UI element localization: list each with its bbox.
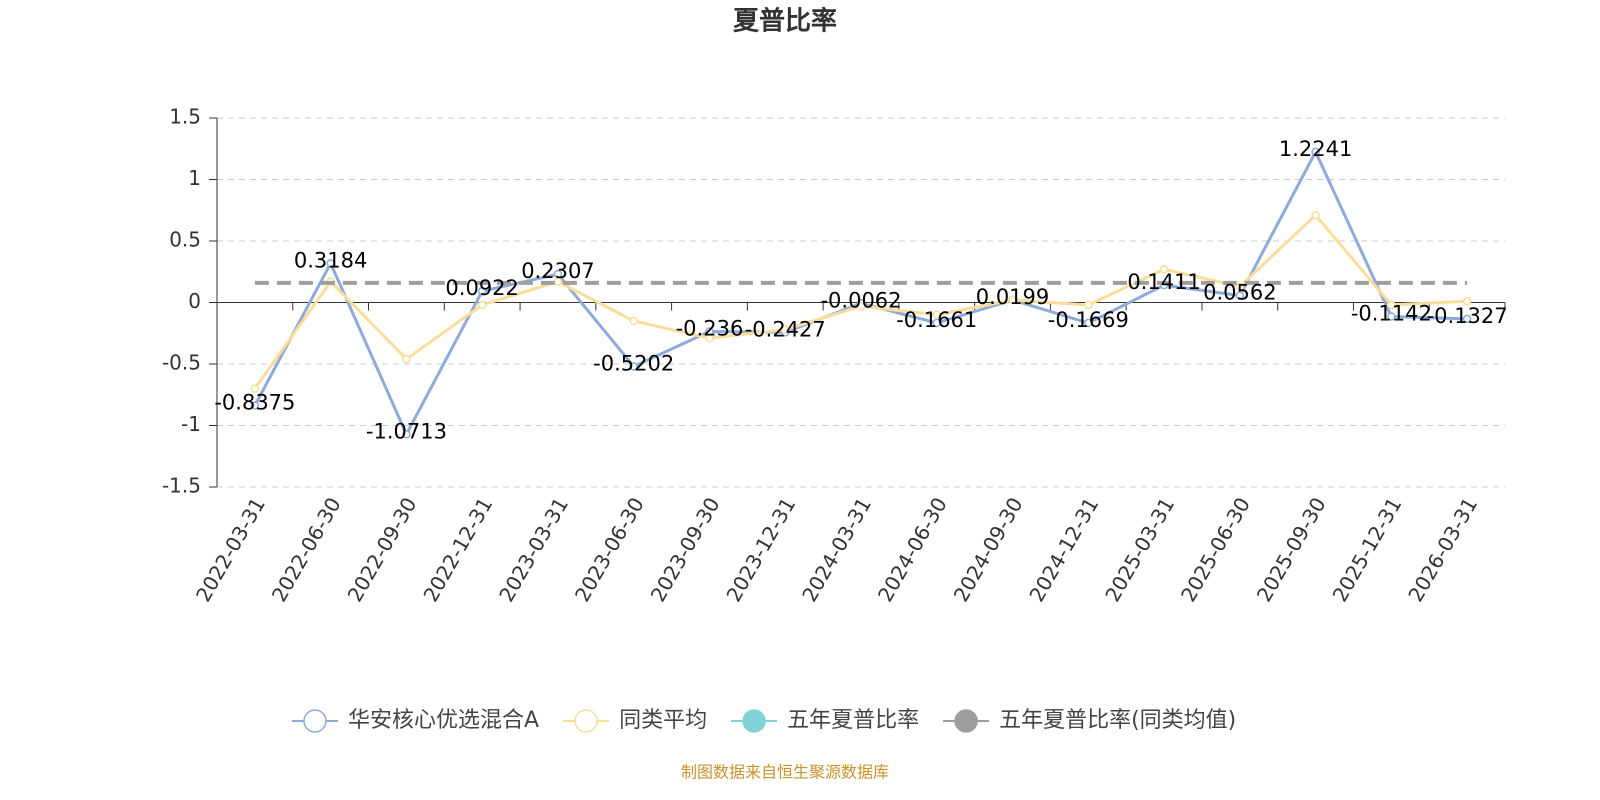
point: [1311, 147, 1320, 157]
data-label: -0.1669: [1048, 308, 1129, 332]
x-tick-label: 2023-12-31: [721, 493, 800, 606]
legend: 华安核心优选混合A 同类平均 五年夏普比率 五年夏普比率(同类均值): [292, 708, 1236, 733]
source-note: 制图数据来自恒生聚源数据库: [681, 763, 889, 782]
legend-label: 五年夏普比率(同类均值): [999, 708, 1236, 733]
point: [1462, 297, 1472, 306]
point: [477, 286, 487, 296]
point: [705, 333, 714, 343]
point: [1387, 312, 1396, 321]
point: [1008, 295, 1017, 305]
point: [932, 310, 942, 320]
data-label: 0.0562: [1203, 281, 1276, 305]
data-label: -0.236: [676, 317, 744, 341]
x-tick-label: 2025-12-31: [1328, 493, 1407, 606]
point: [477, 300, 487, 310]
data-label: 0.0199: [976, 285, 1049, 309]
legend-label: 同类平均: [619, 708, 707, 733]
data-label: -0.1327: [1427, 304, 1508, 328]
point: [250, 401, 260, 410]
legend-marker: [954, 709, 978, 733]
point: [402, 354, 411, 364]
point: [1235, 282, 1245, 291]
x-tick-label: 2022-06-30: [267, 493, 346, 606]
y-tick-label: 1.5: [169, 105, 201, 129]
data-label: -0.8375: [214, 391, 295, 415]
data-label: -0.2427: [745, 317, 826, 341]
chart-title: 夏普比率: [733, 6, 837, 37]
data-label: -0.1661: [896, 308, 977, 332]
legend-marker: [574, 709, 598, 733]
y-tick-label: 0: [188, 289, 201, 313]
point: [1084, 318, 1093, 328]
point: [402, 430, 411, 439]
data-label: 1.2241: [1279, 137, 1352, 161]
y-tick-label: 0.5: [169, 228, 201, 252]
legend-marker: [303, 709, 327, 733]
point: [250, 384, 260, 393]
point: [1387, 300, 1396, 310]
data-label: 0.1411: [1127, 270, 1200, 294]
x-tick-label: 2025-03-31: [1100, 493, 1179, 606]
data-label: 0.2307: [521, 259, 594, 283]
x-tick-label: 2023-06-30: [570, 493, 649, 606]
x-tick-label: 2025-09-30: [1252, 493, 1331, 606]
y-tick-label: -1.5: [162, 474, 201, 498]
x-tick-label: 2025-06-30: [1176, 493, 1255, 606]
x-tick-label: 2022-03-31: [191, 493, 270, 606]
data-label: -0.5202: [593, 351, 674, 375]
point: [1084, 300, 1093, 310]
legend-label: 华安核心优选混合A: [348, 708, 539, 733]
x-tick-label: 2022-09-30: [343, 493, 422, 606]
point: [326, 259, 335, 268]
point: [780, 325, 790, 334]
x-tick-label: 2024-12-31: [1024, 493, 1103, 606]
x-tick-label: 2024-09-30: [949, 493, 1028, 606]
point: [856, 301, 866, 311]
y-tick-label: -0.5: [162, 351, 201, 375]
x-tick-label: 2023-09-30: [646, 493, 725, 606]
data-label: 0.0922: [445, 276, 518, 300]
data-label: -1.0713: [366, 419, 447, 443]
x-tick-label: 2023-03-31: [494, 493, 573, 606]
y-tick-label: -1: [181, 412, 201, 436]
point: [1462, 314, 1472, 324]
point: [1311, 210, 1320, 220]
legend-label: 五年夏普比率: [787, 708, 919, 733]
x-tick-label: 2022-12-31: [418, 493, 497, 606]
data-label: 0.3184: [294, 248, 367, 272]
x-tick-label: 2024-03-31: [797, 493, 876, 606]
y-tick-label: 1: [188, 166, 201, 190]
point: [629, 316, 638, 326]
data-label: -0.1142: [1351, 302, 1432, 326]
data-label: -0.0062: [820, 288, 901, 312]
x-tick-label: 2024-06-30: [873, 493, 952, 606]
point: [1159, 265, 1169, 274]
point: [1235, 291, 1245, 300]
legend-marker: [742, 709, 766, 733]
point: [932, 318, 942, 328]
point: [629, 362, 638, 371]
x-tick-label: 2026-03-31: [1403, 493, 1482, 606]
